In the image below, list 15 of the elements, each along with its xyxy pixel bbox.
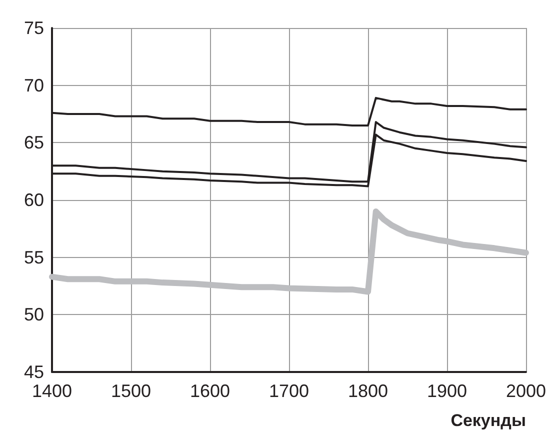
y-tick-label: 60 — [24, 190, 44, 210]
y-tick-label: 75 — [24, 18, 44, 38]
x-tick-label: 1400 — [32, 381, 72, 401]
y-tick-label: 50 — [24, 304, 44, 325]
y-tick-label: 70 — [24, 75, 44, 96]
x-tick-label: 1700 — [268, 381, 310, 401]
y-tick-label: 55 — [24, 247, 44, 268]
x-tick-label: 2000 — [506, 381, 546, 401]
y-tick-label: 65 — [24, 132, 44, 153]
x-tick-label: 1500 — [110, 381, 152, 401]
y-tick-label: 45 — [24, 362, 44, 382]
x-tick-label: 1600 — [190, 381, 230, 401]
x-tick-label: 1900 — [426, 381, 468, 401]
x-tick-label: 1800 — [348, 381, 388, 401]
x-axis-title: Секунды — [450, 411, 526, 430]
